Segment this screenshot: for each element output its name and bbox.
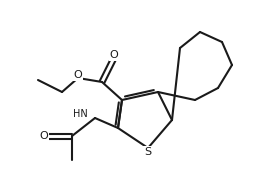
Text: S: S: [144, 147, 152, 157]
Text: O: O: [110, 50, 118, 60]
Text: O: O: [74, 70, 82, 80]
Text: HN: HN: [73, 109, 88, 119]
Text: O: O: [40, 131, 48, 141]
